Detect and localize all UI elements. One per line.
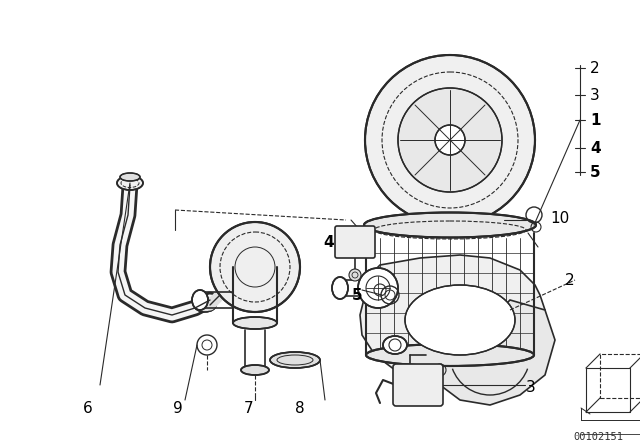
FancyBboxPatch shape [393, 364, 443, 406]
Ellipse shape [233, 317, 277, 329]
Circle shape [358, 268, 398, 308]
Text: 9: 9 [173, 401, 183, 415]
Text: 5: 5 [351, 288, 362, 302]
Ellipse shape [332, 277, 348, 299]
Ellipse shape [241, 365, 269, 375]
Ellipse shape [192, 290, 208, 310]
Text: 4: 4 [590, 141, 600, 155]
Circle shape [365, 55, 535, 225]
Text: 10: 10 [550, 211, 569, 225]
Circle shape [210, 222, 300, 312]
Text: 2: 2 [565, 272, 575, 288]
Ellipse shape [383, 336, 407, 354]
Ellipse shape [366, 344, 534, 366]
Text: 2: 2 [590, 60, 600, 76]
Text: 7: 7 [244, 401, 254, 415]
Text: 4: 4 [323, 234, 334, 250]
Text: 00102151: 00102151 [573, 432, 623, 442]
Ellipse shape [117, 176, 143, 190]
Ellipse shape [364, 212, 536, 237]
Ellipse shape [270, 352, 320, 368]
Text: 6: 6 [83, 401, 93, 415]
Circle shape [435, 125, 465, 155]
Ellipse shape [405, 285, 515, 355]
Ellipse shape [194, 298, 216, 312]
Text: 8: 8 [295, 401, 305, 415]
FancyBboxPatch shape [335, 226, 375, 258]
Polygon shape [360, 255, 545, 375]
Ellipse shape [120, 173, 140, 181]
Circle shape [349, 269, 361, 281]
Circle shape [398, 88, 502, 192]
Text: 3: 3 [590, 87, 600, 103]
Text: 3: 3 [526, 379, 536, 395]
Text: 5: 5 [590, 164, 600, 180]
Text: 1: 1 [590, 112, 600, 128]
Polygon shape [430, 300, 555, 405]
